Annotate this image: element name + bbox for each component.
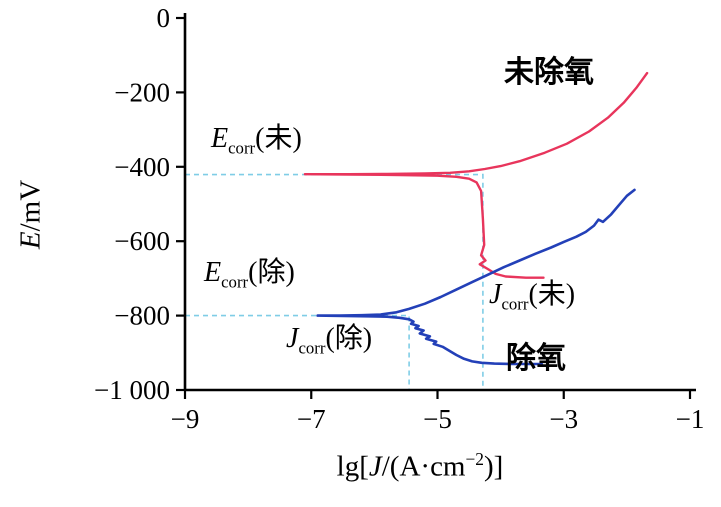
curve-label-deaerated: 除氧: [506, 342, 566, 375]
x-axis-title-suffix: )]: [484, 450, 504, 483]
ecorr-chu-subscript: corr: [221, 272, 249, 292]
x-tick-label: −7: [297, 404, 326, 434]
x-tick-label: −3: [549, 404, 578, 434]
y-tick-label: −200: [114, 77, 170, 107]
guide-ecorr-jcorr-chu: [185, 314, 410, 390]
series-curve-0: [303, 71, 649, 279]
guide-ecorr-jcorr-wei: [185, 173, 484, 390]
y-axis-title-unit: /mV: [14, 179, 47, 232]
ecorr-wei-rest: (未): [255, 123, 302, 154]
y-tick-label: −1 000: [94, 375, 170, 405]
ecorr-wei-symbol: E: [211, 123, 229, 154]
y-tick-label: −400: [114, 152, 170, 182]
x-tick-label: −5: [423, 404, 452, 434]
jcorr-chu-symbol: J: [286, 323, 299, 354]
jcorr-wei-subscript: corr: [501, 294, 529, 314]
x-axis-title-prefix: lg[: [336, 450, 369, 483]
jcorr-chu-rest: (除): [325, 323, 373, 354]
x-axis-title: lg[J/(A·cm−2)]: [250, 449, 590, 484]
x-axis-title-exponent: −2: [465, 449, 485, 469]
y-axis-title-symbol: E: [14, 231, 47, 250]
y-tick-label: 0: [157, 3, 171, 33]
jcorr-wei-symbol: J: [489, 279, 502, 310]
ecorr-chu-rest: (除): [248, 257, 295, 288]
y-axis-title: E/mV: [15, 160, 48, 270]
annotation-ecorr-chu: Ecorr(除): [204, 257, 295, 292]
y-tick-label: −800: [114, 301, 170, 331]
series-curve-1: [316, 188, 636, 366]
annotation-jcorr-chu: Jcorr(除): [286, 323, 373, 358]
annotation-ecorr-wei: Ecorr(未): [211, 123, 302, 158]
x-axis-title-symbol: J: [368, 450, 382, 483]
ecorr-chu-symbol: E: [204, 257, 222, 288]
jcorr-wei-rest: (未): [528, 279, 576, 310]
ecorr-wei-subscript: corr: [228, 138, 256, 158]
x-tick-label: −1: [676, 404, 705, 434]
x-tick-label: −9: [171, 404, 200, 434]
y-tick-label: −600: [114, 226, 170, 256]
x-axis-title-mid: /(A·cm: [381, 450, 466, 483]
annotation-jcorr-wei: Jcorr(未): [489, 279, 576, 314]
jcorr-chu-subscript: corr: [298, 338, 326, 358]
curve-label-not-deaerated: 未除氧: [504, 56, 594, 89]
